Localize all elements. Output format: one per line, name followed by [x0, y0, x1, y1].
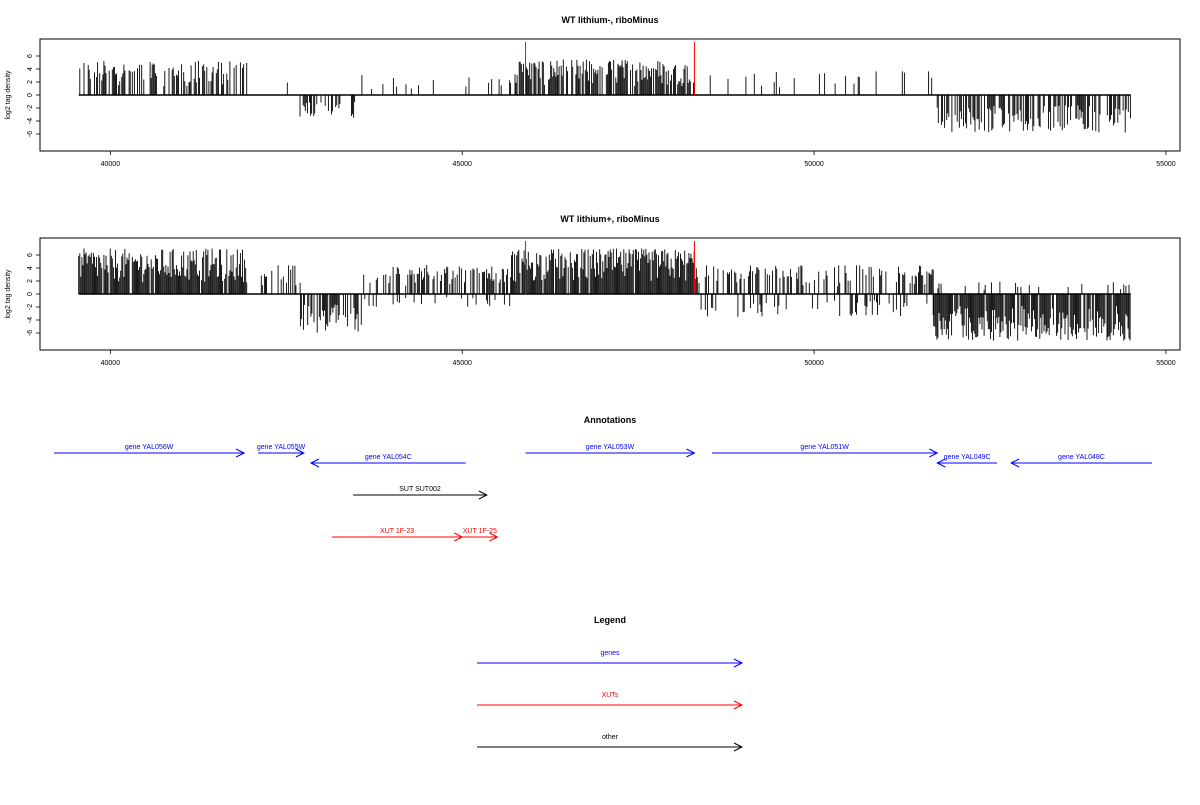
reference-lines [525, 42, 695, 95]
legend-item: XUTs [477, 692, 744, 710]
legend-label: XUTs [602, 692, 619, 699]
annotation-arrow: XUT 1F-23 [332, 528, 464, 542]
y-tick-label: -2 [27, 304, 34, 310]
y-tick-label: 2 [27, 80, 34, 84]
arrow-head [489, 532, 499, 542]
y-tick-label: 0 [27, 93, 34, 97]
arrow-head [928, 448, 939, 458]
x-ticks: 40000 45000 50000 55000 [101, 151, 1176, 168]
annotation-arrow: XUT 1F-25 [462, 528, 499, 542]
y-tick-label: 2 [27, 279, 34, 283]
annotation-label: XUT 1F-25 [463, 528, 497, 535]
annotation-label: gene YAL055W [257, 444, 306, 451]
x-tick-label: 55000 [1156, 360, 1176, 367]
arrow-head [295, 448, 306, 458]
x-tick-label: 40000 [101, 360, 121, 367]
panel-lithium-plus: WT lithium+, riboMinus log2 tag density … [5, 214, 1181, 367]
x-tick-label: 55000 [1156, 161, 1176, 168]
y-tick-label: 4 [27, 67, 34, 71]
signal-bars [78, 59, 1131, 133]
annotation-arrow: gene YAL056W [54, 444, 246, 458]
y-ticks: 6 4 2 0 -2 -4 -6 [27, 54, 40, 137]
annotation-arrow: SUT SUT002 [353, 486, 488, 500]
y-tick-label: -6 [27, 131, 34, 137]
y-tick-label: -6 [27, 330, 34, 336]
legend-title: Legend [594, 615, 626, 625]
annotations-title: Annotations [584, 415, 637, 425]
arrow-head [733, 700, 744, 710]
y-ticks: 6 4 2 0 -2 -4 -6 [27, 253, 40, 336]
annotation-arrow: gene YAL051W [712, 444, 939, 458]
y-tick-label: -4 [27, 317, 34, 323]
signal-bars [78, 248, 1131, 341]
legend-label: other [602, 734, 619, 741]
x-ticks: 40000 45000 50000 55000 [101, 350, 1176, 367]
x-tick-label: 50000 [804, 161, 824, 168]
y-tick-label: 6 [27, 253, 34, 257]
annotation-label: gene YAL048C [1058, 454, 1105, 461]
annotation-label: gene YAL049C [944, 454, 991, 461]
panel-lithium-minus: WT lithium-, riboMinus log2 tag density … [5, 15, 1181, 168]
arrow-head [733, 742, 744, 752]
annotation-arrow: gene YAL049C [936, 454, 998, 468]
annotation-arrow: gene YAL048C [1009, 454, 1152, 468]
arrow-head [235, 448, 246, 458]
arrow-head [733, 658, 744, 668]
annotation-label: gene YAL054C [365, 454, 412, 461]
arrow-head [478, 490, 488, 500]
arrow-head [309, 458, 320, 468]
annotation-label: XUT 1F-23 [380, 528, 414, 535]
annotation-arrow: gene YAL054C [309, 454, 466, 468]
x-tick-label: 50000 [804, 360, 824, 367]
annotation-label: SUT SUT002 [399, 486, 441, 493]
annotation-label: gene YAL053W [586, 444, 635, 451]
x-tick-label: 45000 [452, 161, 472, 168]
panel-title: WT lithium+, riboMinus [560, 214, 659, 224]
legend-items: genes XUTs other [477, 650, 744, 752]
annotations-track: Annotations gene YAL056W gene YAL055Wgene… [54, 415, 1152, 542]
annotation-arrow: gene YAL053W [525, 444, 696, 458]
y-tick-label: -2 [27, 105, 34, 111]
y-axis-label: log2 tag density [5, 269, 12, 319]
arrow-head [936, 458, 946, 468]
reference-lines [525, 241, 695, 294]
y-tick-label: 6 [27, 54, 34, 58]
annotation-label: gene YAL056W [125, 444, 174, 451]
x-tick-label: 40000 [101, 161, 121, 168]
annotation-arrow: gene YAL055W [257, 444, 306, 458]
y-tick-label: -4 [27, 118, 34, 124]
legend-item: genes [477, 650, 744, 668]
y-tick-label: 0 [27, 292, 34, 296]
y-tick-label: 4 [27, 266, 34, 270]
arrow-head [1009, 458, 1020, 468]
panel-title: WT lithium-, riboMinus [562, 15, 659, 25]
y-axis-label: log2 tag density [5, 70, 12, 120]
legend: Legend genes XUTs other [477, 615, 744, 752]
annotation-features: gene YAL056W gene YAL055W gene YAL054C gene… [54, 444, 1152, 542]
legend-label: genes [600, 650, 620, 657]
arrow-head [686, 448, 696, 458]
annotation-label: gene YAL051W [800, 444, 849, 451]
x-tick-label: 45000 [452, 360, 472, 367]
legend-item: other [477, 734, 744, 752]
